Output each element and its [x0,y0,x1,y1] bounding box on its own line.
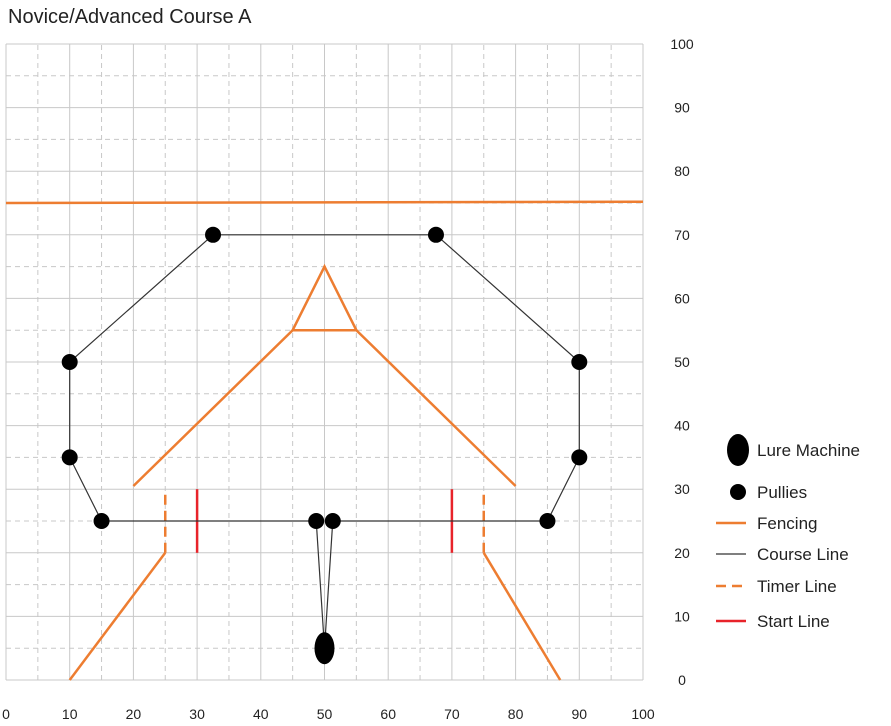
pulley-point [427,226,444,243]
x-tick-label: 50 [317,706,333,722]
legend-label: Pullies [757,483,807,502]
y-tick-label: 50 [674,354,690,370]
pulley-point [308,513,325,529]
x-tick-label: 100 [631,706,655,722]
y-tick-label: 10 [674,608,690,624]
x-tick-label: 0 [2,706,10,722]
legend-label: Start Line [757,612,830,631]
fencing-segment [68,552,167,681]
y-tick-label: 60 [674,290,690,306]
grid [5,43,644,681]
legend-label: Timer Line [757,577,837,596]
x-tick-label: 80 [508,706,524,722]
legend-item-start: Start Line [716,612,830,631]
y-tick-label: 20 [674,545,690,561]
legend-item-lure: Lure Machine [727,434,860,466]
legend: Lure Machine Pullies Fencing Course Line Tim… [716,434,860,631]
x-tick-label: 90 [572,706,588,722]
y-tick-label: 90 [674,100,690,116]
pulley-point [93,513,110,529]
course-line-path [69,234,580,649]
y-tick-label: 0 [678,672,686,688]
y-tick-label: 100 [670,36,694,52]
fencing-segment [482,552,562,681]
x-tick-label: 70 [444,706,460,722]
pulleys [61,226,588,529]
legend-pulley-icon [730,484,746,500]
fencing-segment [5,200,644,205]
y-tick-label: 70 [674,227,690,243]
legend-label: Course Line [757,545,849,564]
x-tick-label: 10 [62,706,78,722]
x-tick-label: 30 [189,706,205,722]
legend-item-timer: Timer Line [716,577,837,596]
lure-machine [314,632,335,665]
legend-item-pulley: Pullies [730,483,807,502]
y-tick-label: 80 [674,163,690,179]
fencing-segment [291,263,358,331]
legend-item-fencing: Fencing [716,514,817,533]
x-tick-label: 20 [126,706,142,722]
fencing-lines [5,200,644,681]
pulley-point [205,226,222,243]
legend-lure-icon [727,434,749,466]
pulley-point [61,449,78,466]
pulley-point [61,354,78,370]
fencing-segment [132,328,517,487]
pulley-point [539,513,556,529]
y-tick-label: 30 [674,481,690,497]
lure-machine-marker [314,632,335,665]
x-axis-ticks: 0 10 20 30 40 50 60 70 80 90 100 [2,706,655,722]
pulley-point [571,449,588,466]
pulley-point [324,513,341,529]
legend-label: Fencing [757,514,817,533]
x-tick-label: 40 [253,706,269,722]
pulley-point [571,354,588,370]
y-tick-label: 40 [674,418,690,434]
page-title: Novice/Advanced Course A [8,6,252,28]
timer-lines [164,489,485,553]
legend-label: Lure Machine [757,441,860,460]
y-axis-ticks: 0 10 20 30 40 50 60 70 80 90 100 [670,36,694,688]
x-tick-label: 60 [380,706,396,722]
legend-item-course: Course Line [716,545,849,564]
course-line [69,234,580,649]
